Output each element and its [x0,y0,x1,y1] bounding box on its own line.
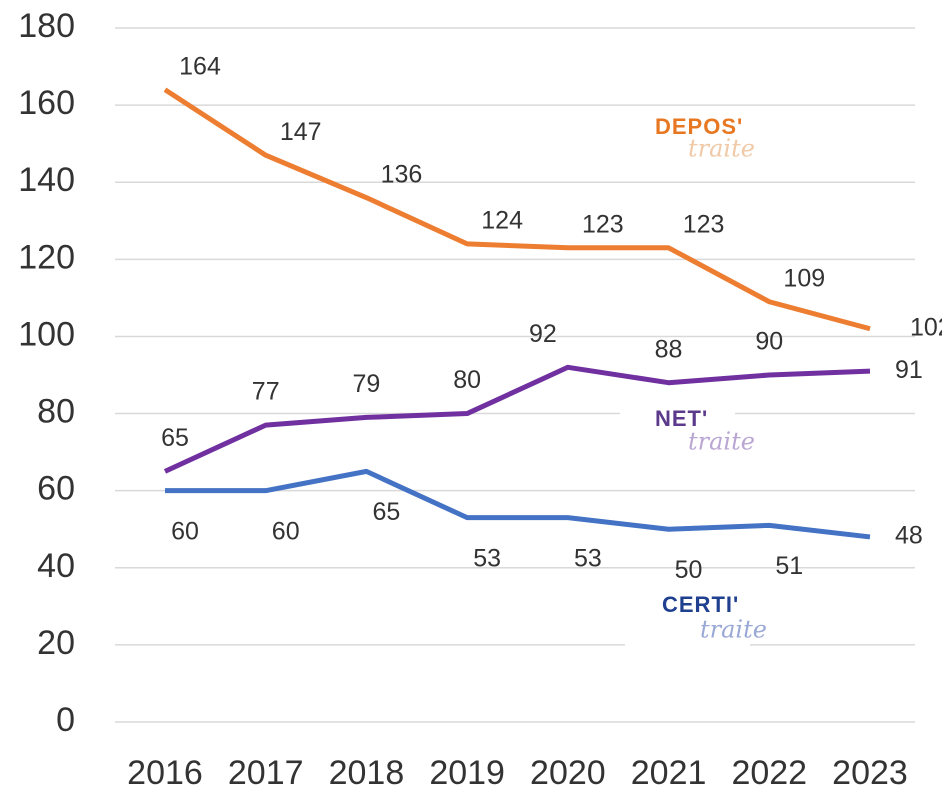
y-tick-label: 120 [18,238,75,276]
data-label: 48 [895,522,923,550]
data-label: 88 [655,335,683,363]
line-series [163,364,871,474]
y-tick-label: 0 [56,701,75,739]
data-label: 60 [272,517,300,545]
data-label: 92 [529,320,557,348]
legend-label: NET' [655,406,708,431]
y-tick-label: 40 [37,547,75,585]
x-tick-label: 2021 [631,754,707,792]
legend-background [610,110,730,165]
data-label: 60 [171,517,199,545]
data-label: 109 [783,264,825,292]
line-series [163,87,871,332]
x-tick-label: 2020 [530,754,606,792]
legend-tagline: traite [688,428,755,456]
x-tick-label: 2017 [228,754,304,792]
y-tick-label: 20 [37,624,75,662]
data-label: 65 [161,424,189,452]
data-label: 80 [453,366,481,394]
y-tick-label: 60 [37,470,75,508]
data-label: 90 [755,328,783,356]
data-label: 53 [574,544,602,572]
legend-background [620,400,735,458]
data-label: 79 [353,370,381,398]
legend-background [625,588,750,646]
x-tick-label: 2019 [429,754,505,792]
x-tick-label: 2023 [832,754,908,792]
data-label: 77 [252,378,280,406]
data-label: 65 [373,498,401,526]
y-tick-label: 100 [18,315,75,353]
data-label: 91 [895,356,923,384]
data-label: 102 [910,313,942,341]
y-tick-label: 80 [37,393,75,431]
data-label: 124 [481,207,523,235]
y-tick-label: 140 [18,161,75,199]
x-tick-label: 2018 [329,754,405,792]
x-tick-label: 2016 [127,754,203,792]
data-label: 53 [473,544,501,572]
line-series [165,468,871,540]
legend-label: CERTI' [662,592,739,617]
x-tick-label: 2022 [731,754,807,792]
legend-tagline: traite [688,135,755,163]
data-label: 50 [675,556,703,584]
data-label: 164 [179,52,221,80]
legend-label: DEPOS' [655,114,743,139]
data-label: 51 [775,552,803,580]
y-tick-label: 180 [18,7,75,45]
data-label: 136 [381,160,423,188]
legend-tagline: traite [700,616,767,644]
y-tick-label: 160 [18,84,75,122]
data-label: 123 [582,210,624,238]
data-label: 123 [683,210,725,238]
data-label: 147 [280,118,322,146]
